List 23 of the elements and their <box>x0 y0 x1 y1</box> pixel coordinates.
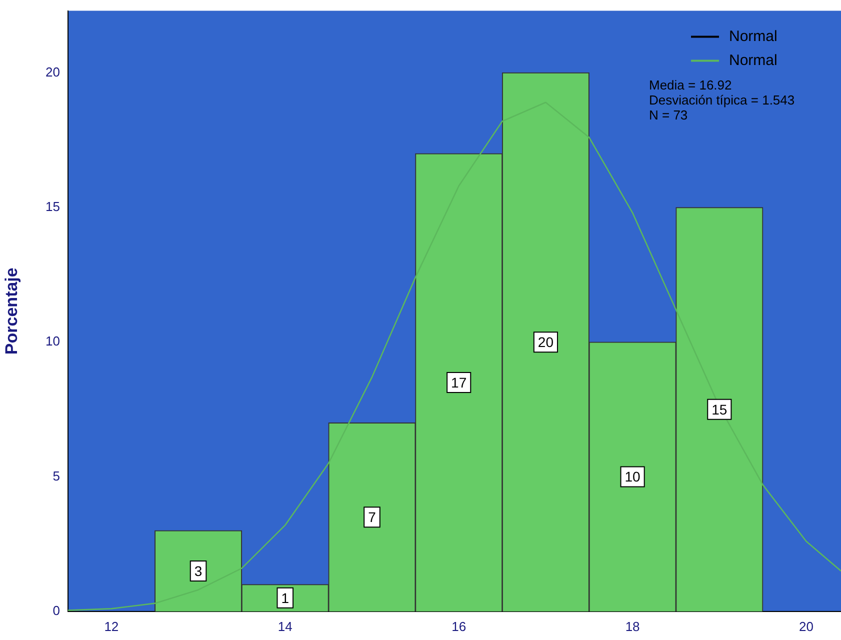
y-axis-title: Porcentaje <box>2 268 21 355</box>
data-label: 20 <box>538 334 554 350</box>
data-label: 15 <box>712 401 728 418</box>
legend-label: Normal <box>729 52 778 69</box>
x-tick-label: 20 <box>799 618 814 634</box>
data-label: 1 <box>281 590 290 606</box>
x-tick-label: 18 <box>625 618 640 634</box>
y-tick-label: 15 <box>46 198 60 214</box>
data-label: 10 <box>624 468 641 485</box>
y-tick-label: 20 <box>46 64 60 80</box>
y-tick-label: 5 <box>52 468 60 484</box>
data-label: 7 <box>368 508 376 525</box>
annotation: Desviación típica = 1.543 <box>649 92 795 108</box>
annotation: N = 73 <box>649 107 688 122</box>
data-label: 3 <box>194 562 202 579</box>
x-tick-label: 12 <box>104 618 119 634</box>
y-tick-label: 10 <box>46 334 60 349</box>
data-label: 17 <box>451 374 467 390</box>
y-tick-label: 0 <box>52 602 60 618</box>
annotation: Media = 16.92 <box>649 77 732 92</box>
legend-label: Normal <box>729 28 778 45</box>
x-tick-label: 14 <box>278 618 292 634</box>
x-tick-label: 16 <box>452 618 466 634</box>
